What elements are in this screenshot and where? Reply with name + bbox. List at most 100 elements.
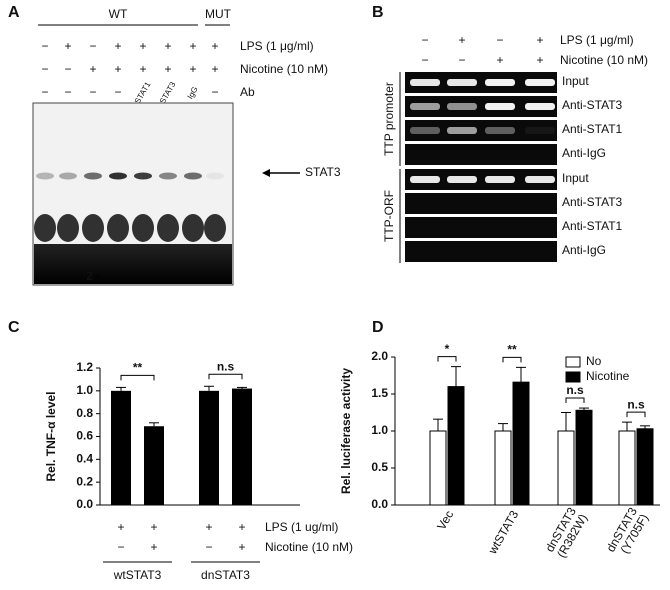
bar bbox=[144, 426, 164, 505]
condition-mark: − bbox=[41, 39, 48, 53]
gel-strip bbox=[405, 72, 557, 93]
condition-mark: − bbox=[89, 39, 96, 53]
gel-band bbox=[525, 103, 555, 110]
gel-strip bbox=[405, 144, 557, 165]
condition-mark: − bbox=[41, 62, 48, 76]
condition-label: Nicotine (10 nM) bbox=[265, 540, 353, 554]
condition-mark: − bbox=[211, 85, 218, 99]
sig-label: ** bbox=[133, 361, 143, 375]
condition-mark: + bbox=[238, 540, 245, 554]
condition-mark: + bbox=[139, 39, 146, 53]
row-label: Anti-STAT1 bbox=[562, 219, 623, 233]
bar bbox=[232, 388, 252, 505]
y-tick-label: 0.2 bbox=[76, 474, 93, 488]
gel-band bbox=[485, 79, 515, 86]
legend-label: No bbox=[586, 354, 602, 368]
gel-band bbox=[107, 214, 129, 242]
condition-mark: + bbox=[536, 33, 543, 47]
arrow-head bbox=[262, 169, 270, 177]
bar bbox=[512, 381, 530, 506]
y-axis-label: Rel. TNF-α level bbox=[44, 391, 58, 481]
sig-label: n.s bbox=[566, 383, 584, 397]
condition-label: LPS (1 ug/ml) bbox=[265, 520, 338, 534]
y-tick-label: 2.0 bbox=[371, 349, 388, 363]
gel-strip bbox=[405, 169, 557, 190]
bar bbox=[618, 430, 636, 506]
condition-mark: + bbox=[189, 39, 196, 53]
condition-mark: + bbox=[164, 39, 171, 53]
sig-label: * bbox=[445, 342, 450, 356]
condition-mark: + bbox=[496, 53, 503, 67]
sig-bracket bbox=[565, 397, 585, 404]
panel-label: D bbox=[372, 319, 384, 336]
bar bbox=[636, 428, 654, 506]
legend-label: Nicotine bbox=[586, 369, 630, 383]
condition-mark: + bbox=[150, 520, 157, 534]
gel-band bbox=[410, 176, 440, 183]
gel-band bbox=[485, 127, 515, 134]
gel-band bbox=[157, 214, 179, 242]
gel-band bbox=[184, 172, 202, 180]
y-tick-label: 1.2 bbox=[76, 360, 93, 374]
legend-swatch bbox=[565, 371, 581, 383]
bar bbox=[447, 386, 465, 506]
group-label: WT bbox=[109, 7, 128, 21]
condition-mark: − bbox=[117, 540, 124, 554]
gel-strip bbox=[405, 241, 557, 262]
y-tick-label: 1.0 bbox=[371, 423, 388, 437]
gel-band bbox=[410, 127, 440, 134]
condition-mark: + bbox=[189, 62, 196, 76]
gel-band bbox=[447, 176, 477, 183]
row-label: Input bbox=[562, 171, 589, 185]
gel-band bbox=[485, 103, 515, 110]
condition-mark: + bbox=[238, 520, 245, 534]
gel-band bbox=[109, 172, 127, 180]
bar bbox=[199, 390, 219, 505]
condition-mark: − bbox=[421, 33, 428, 47]
y-tick-label: 1.0 bbox=[76, 383, 93, 397]
condition-mark: + bbox=[64, 39, 71, 53]
gel-band bbox=[84, 172, 102, 180]
y-tick-label: 0.5 bbox=[371, 460, 388, 474]
condition-mark: + bbox=[114, 39, 121, 53]
group-label: wtSTAT3 bbox=[113, 568, 162, 582]
condition-mark: + bbox=[536, 53, 543, 67]
row-label: Anti-STAT3 bbox=[562, 98, 623, 112]
condition-mark: STAT1 bbox=[133, 80, 153, 106]
section-label: TTP-ORF bbox=[382, 190, 396, 242]
row-label: Anti-STAT1 bbox=[562, 122, 623, 136]
gel-strip bbox=[405, 120, 557, 141]
condition-mark: − bbox=[114, 85, 121, 99]
sig-label: n.s bbox=[217, 359, 235, 373]
bar bbox=[111, 390, 131, 505]
gel-band bbox=[447, 103, 477, 110]
gel-band bbox=[525, 176, 555, 183]
band-label: STAT3 bbox=[305, 165, 341, 179]
condition-mark: + bbox=[458, 33, 465, 47]
condition-mark: + bbox=[117, 520, 124, 534]
condition-mark: + bbox=[205, 520, 212, 534]
condition-label: Nicotine (10 nM) bbox=[560, 53, 648, 67]
condition-mark: − bbox=[64, 85, 71, 99]
condition-mark: STAT3 bbox=[158, 80, 178, 106]
condition-mark: + bbox=[114, 62, 121, 76]
group-label: dnSTAT3 bbox=[201, 568, 250, 582]
sig-bracket bbox=[437, 356, 457, 362]
condition-mark: − bbox=[64, 62, 71, 76]
gel-band bbox=[134, 172, 152, 180]
y-tick-label: 0.0 bbox=[371, 497, 388, 511]
condition-label: Nicotine (10 nM) bbox=[240, 62, 328, 76]
y-tick-label: 1.5 bbox=[371, 386, 388, 400]
group-label: MUT bbox=[205, 7, 232, 21]
gel-band bbox=[159, 172, 177, 180]
row-label: Anti-IgG bbox=[562, 243, 606, 257]
x-tick-label: dnSTAT3(R382W) bbox=[543, 505, 591, 561]
gel-band bbox=[525, 79, 555, 86]
panel-label: C bbox=[8, 319, 20, 336]
gel-front bbox=[34, 244, 232, 284]
sig-bracket bbox=[120, 374, 155, 381]
panel-label: B bbox=[372, 4, 384, 21]
gel-band bbox=[206, 172, 224, 180]
condition-mark: + bbox=[150, 540, 157, 554]
